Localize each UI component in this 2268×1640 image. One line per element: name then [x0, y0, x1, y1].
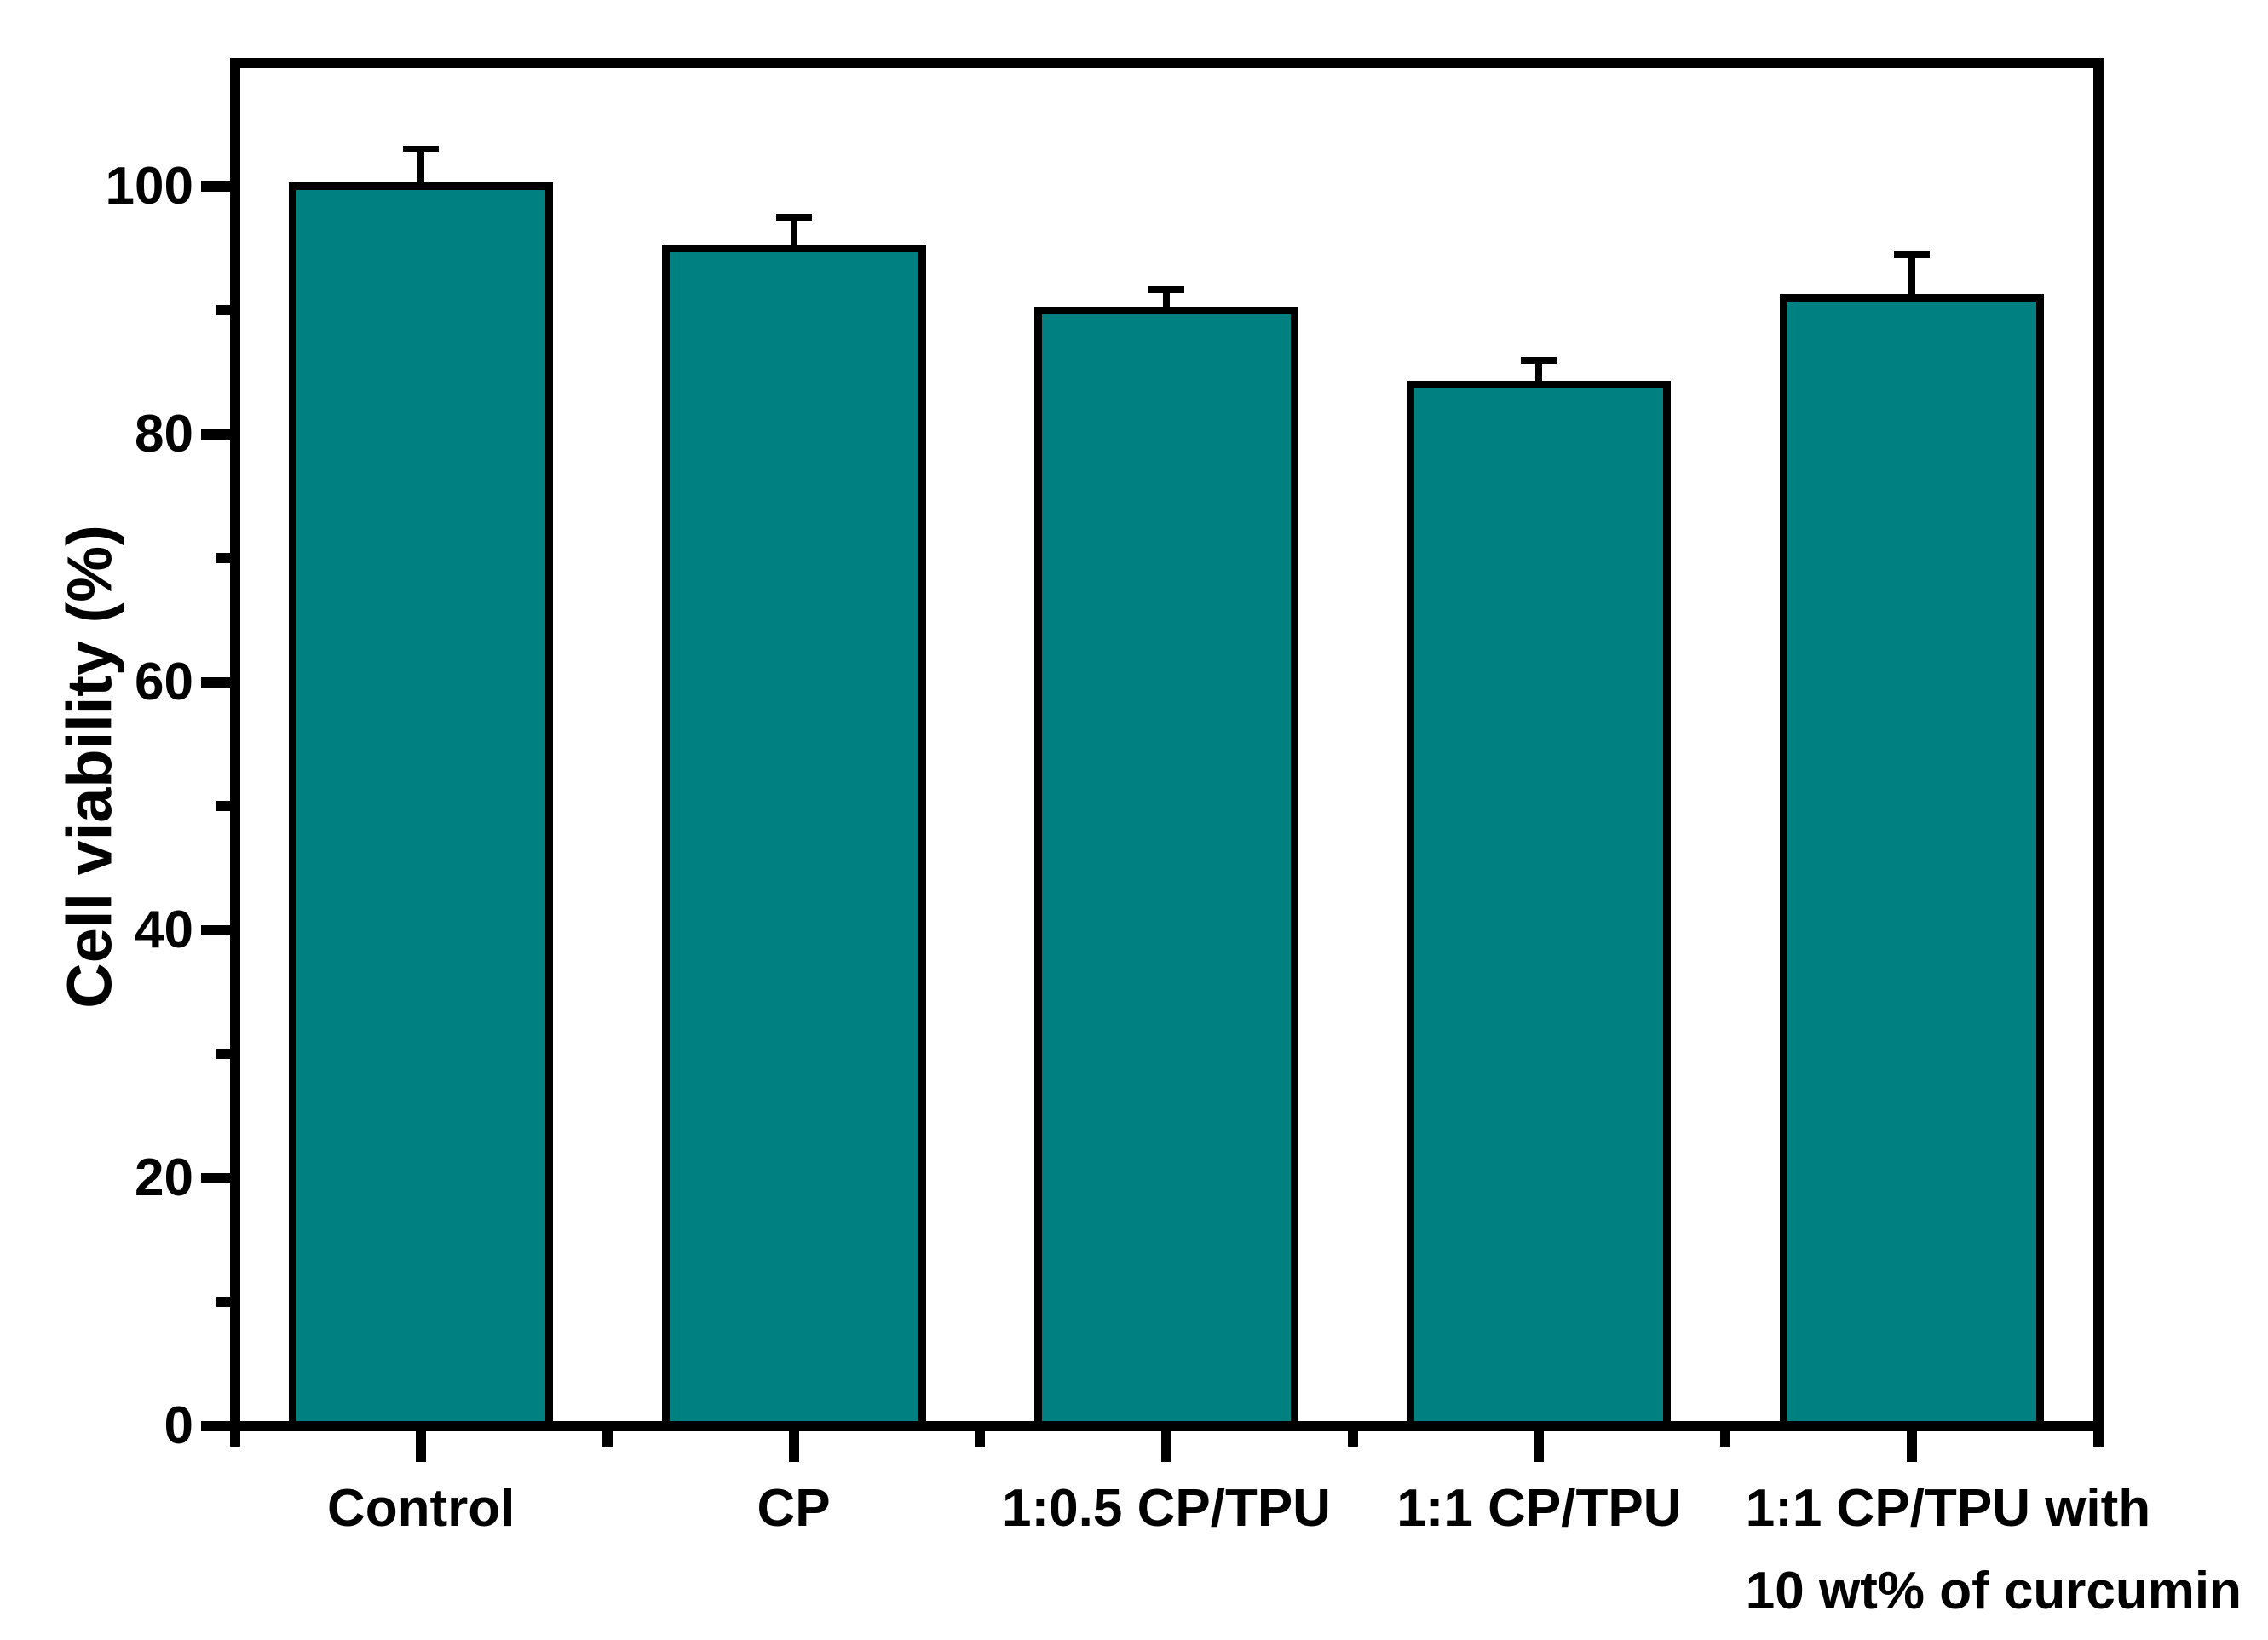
- x-axis-major-tick: [416, 1430, 427, 1462]
- x-axis-major-tick: [1161, 1430, 1171, 1462]
- bar-2: [1034, 306, 1298, 1431]
- y-axis-tick-label: 20: [135, 1148, 193, 1207]
- bar-4: [1779, 294, 2044, 1431]
- x-axis-major-tick: [788, 1430, 799, 1462]
- error-bar-cap-3: [1521, 356, 1557, 364]
- y-axis-minor-tick: [215, 553, 230, 564]
- x-axis-minor-tick: [1720, 1430, 1731, 1447]
- y-axis-major-tick: [200, 1420, 230, 1431]
- error-bar-stem-0: [417, 149, 425, 183]
- x-category-label-4: 1:1 CP/TPU with 10 wt% of curcumin: [1745, 1479, 2242, 1620]
- bar-1: [661, 245, 926, 1431]
- y-axis-tick-label: 40: [135, 900, 193, 959]
- x-category-label-3: 1:1 CP/TPU: [1396, 1479, 1682, 1538]
- bar-0: [289, 182, 554, 1431]
- error-bar-cap-1: [775, 214, 812, 222]
- y-axis-major-tick: [200, 1172, 230, 1183]
- x-axis-minor-tick: [229, 1430, 240, 1447]
- y-axis-minor-tick: [215, 801, 230, 812]
- y-axis-tick-label: 80: [135, 404, 193, 463]
- x-axis-minor-tick: [1347, 1430, 1358, 1447]
- error-bar-cap-2: [1148, 285, 1184, 293]
- x-category-label-1: CP: [757, 1479, 831, 1538]
- x-axis-minor-tick: [975, 1430, 986, 1447]
- y-axis-tick-label: 0: [164, 1395, 193, 1455]
- y-axis-minor-tick: [215, 1049, 230, 1060]
- y-axis-major-tick: [200, 429, 230, 440]
- y-axis-tick-label: 60: [135, 652, 193, 711]
- error-bar-stem-3: [1535, 360, 1543, 382]
- error-bar-stem-1: [790, 217, 797, 245]
- x-category-label-2: 1:0.5 CP/TPU: [1002, 1479, 1331, 1538]
- y-axis-major-tick: [200, 676, 230, 688]
- x-axis-major-tick: [1534, 1430, 1545, 1462]
- error-bar-cap-4: [1893, 250, 1930, 258]
- y-axis-minor-tick: [215, 1297, 230, 1308]
- x-axis-minor-tick: [602, 1430, 613, 1447]
- y-axis-minor-tick: [215, 305, 230, 316]
- y-axis-major-tick: [200, 924, 230, 935]
- error-bar-stem-4: [1908, 254, 1915, 295]
- bar-3: [1407, 381, 1672, 1431]
- y-axis-major-tick: [200, 181, 230, 192]
- x-category-label-0: Control: [326, 1479, 515, 1538]
- x-axis-major-tick: [1906, 1430, 1917, 1462]
- x-axis-minor-tick: [2092, 1430, 2104, 1447]
- y-axis-tick-label: 100: [105, 156, 193, 216]
- error-bar-stem-2: [1163, 289, 1170, 307]
- error-bar-cap-0: [403, 146, 440, 153]
